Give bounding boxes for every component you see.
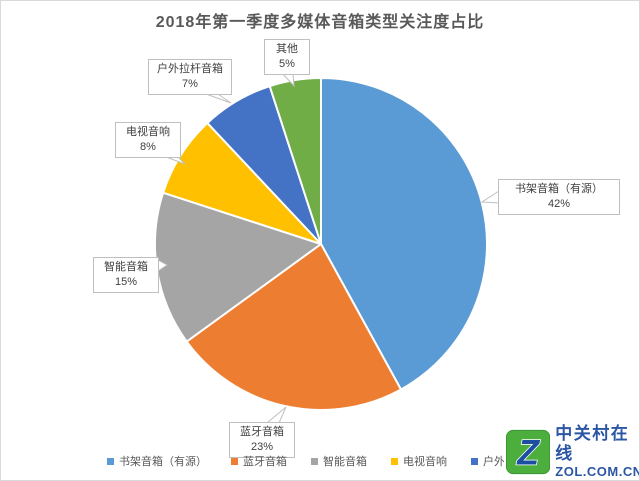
- data-label-category: 其他: [276, 43, 298, 55]
- legend-marker: [391, 457, 398, 465]
- data-label-value: 7%: [182, 78, 198, 90]
- data-label-category: 电视音响: [126, 126, 170, 138]
- data-label-smart-speaker: 智能音箱 15%: [93, 257, 159, 293]
- legend-item-bluetooth-speaker: 蓝牙音箱: [231, 453, 287, 469]
- pie-slice-1: [185, 243, 402, 412]
- zol-site-domain: ZOL.COM.CN: [555, 464, 640, 479]
- legend-item-smart-speaker: 智能音箱: [311, 453, 367, 469]
- data-label-value: 42%: [547, 198, 571, 210]
- zol-site-name: 中关村在线: [555, 424, 630, 463]
- callout-pointer: [265, 406, 287, 424]
- zol-logo-icon: Z: [506, 429, 551, 475]
- data-label-other: 其他 5%: [264, 39, 310, 75]
- data-label-value: 8%: [140, 141, 156, 153]
- data-label-value: 5%: [279, 58, 295, 70]
- legend-item-bookshelf-speaker: 书架音箱（有源）: [107, 453, 207, 469]
- zol-watermark: Z 中关村在线 ZOL.COM.CN: [504, 423, 640, 480]
- svg-text:Z: Z: [516, 433, 540, 473]
- pie-slice-5: [268, 77, 322, 245]
- data-label-category: 智能音箱: [104, 261, 148, 273]
- chart-title: 2018年第一季度多媒体音箱类型关注度占比: [155, 14, 485, 31]
- legend-label: 蓝牙音箱: [243, 456, 287, 468]
- legend-item-tv-speaker: 电视音响: [391, 453, 447, 469]
- callout-pointer: [205, 93, 232, 104]
- legend-marker: [311, 457, 318, 465]
- legend: 书架音箱（有源） 蓝牙音箱 智能音箱 电视音响 户外拉杆音箱: [107, 453, 549, 469]
- data-label-bluetooth-speaker: 蓝牙音箱 23%: [229, 422, 295, 458]
- legend-marker: [471, 457, 478, 465]
- zol-logo-text: 中关村在线 ZOL.COM.CN: [555, 424, 640, 480]
- legend-marker: [107, 457, 114, 465]
- legend-label: 智能音箱: [323, 456, 367, 468]
- data-label-category: 蓝牙音箱: [240, 426, 284, 438]
- callout-pointer: [480, 190, 500, 204]
- legend-marker: [231, 457, 238, 465]
- legend-label: 电视音响: [403, 456, 447, 468]
- data-label-category: 户外拉杆音箱: [157, 63, 223, 75]
- data-label-outdoor-trolley-speaker: 户外拉杆音箱 7%: [148, 59, 232, 95]
- data-label-value: 15%: [114, 276, 138, 288]
- data-label-tv-speaker: 电视音响 8%: [115, 122, 181, 158]
- data-label-bookshelf-speaker: 书架音箱（有源） 42%: [498, 179, 620, 215]
- data-label-value: 23%: [250, 441, 274, 453]
- legend-label: 书架音箱（有源）: [119, 456, 207, 468]
- pie-slices: [153, 77, 488, 412]
- pie-slice-0: [320, 77, 488, 391]
- data-label-category: 书架音箱（有源）: [515, 183, 603, 195]
